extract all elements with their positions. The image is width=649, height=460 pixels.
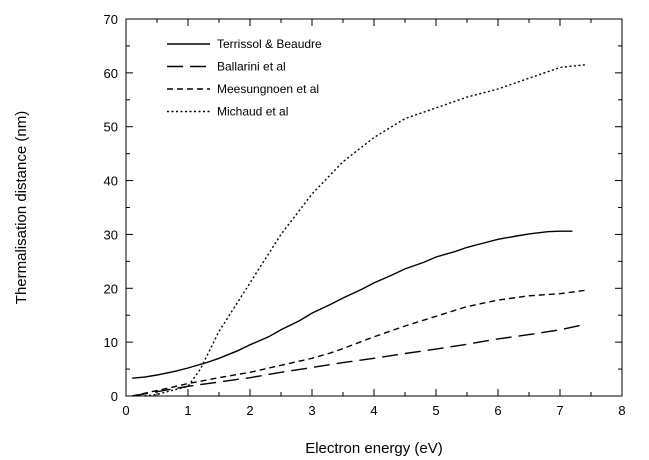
x-tick-label: 7 [556,403,563,418]
x-tick-label: 0 [122,403,129,418]
x-tick-label: 3 [308,403,315,418]
y-tick-label: 30 [104,227,118,242]
plot-area [125,18,623,397]
series-line-3 [132,289,585,397]
axis-ticks: 0 1 2 3 4 5 6 7 8 0 10 20 30 40 50 60 70 [104,12,626,418]
x-axis-title: Electron energy (eV) [305,440,443,457]
x-tick-label: 2 [246,403,253,418]
series-line-4 [144,64,585,397]
legend-label-3: Meesungnoen et al [217,82,319,96]
x-tick-label: 8 [618,403,625,418]
y-tick-label: 50 [104,120,118,135]
y-axis-title: Thermalisation distance (nm) [13,111,30,304]
y-tick-label: 10 [104,335,118,350]
y-tick-label: 40 [104,174,118,189]
x-tick-label: 6 [494,403,501,418]
y-tick-label: 0 [111,389,118,404]
y-tick-label: 20 [104,281,118,296]
series-line-1 [132,230,573,379]
x-tick-label: 1 [184,403,191,418]
legend-label-1: Terrissol & Beaudre [217,37,322,51]
series-layer [132,64,585,397]
y-tick-label: 60 [104,66,118,81]
x-tick-label: 4 [370,403,377,418]
legend: Terrissol & Beaudre Ballarini et al Meesun… [167,37,322,119]
legend-label-2: Ballarini et al [217,60,286,74]
x-tick-label: 5 [432,403,439,418]
legend-label-4: Michaud et al [217,105,288,119]
plot-frame [125,18,623,397]
y-tick-label: 70 [104,12,118,27]
series-line-2 [132,323,585,397]
